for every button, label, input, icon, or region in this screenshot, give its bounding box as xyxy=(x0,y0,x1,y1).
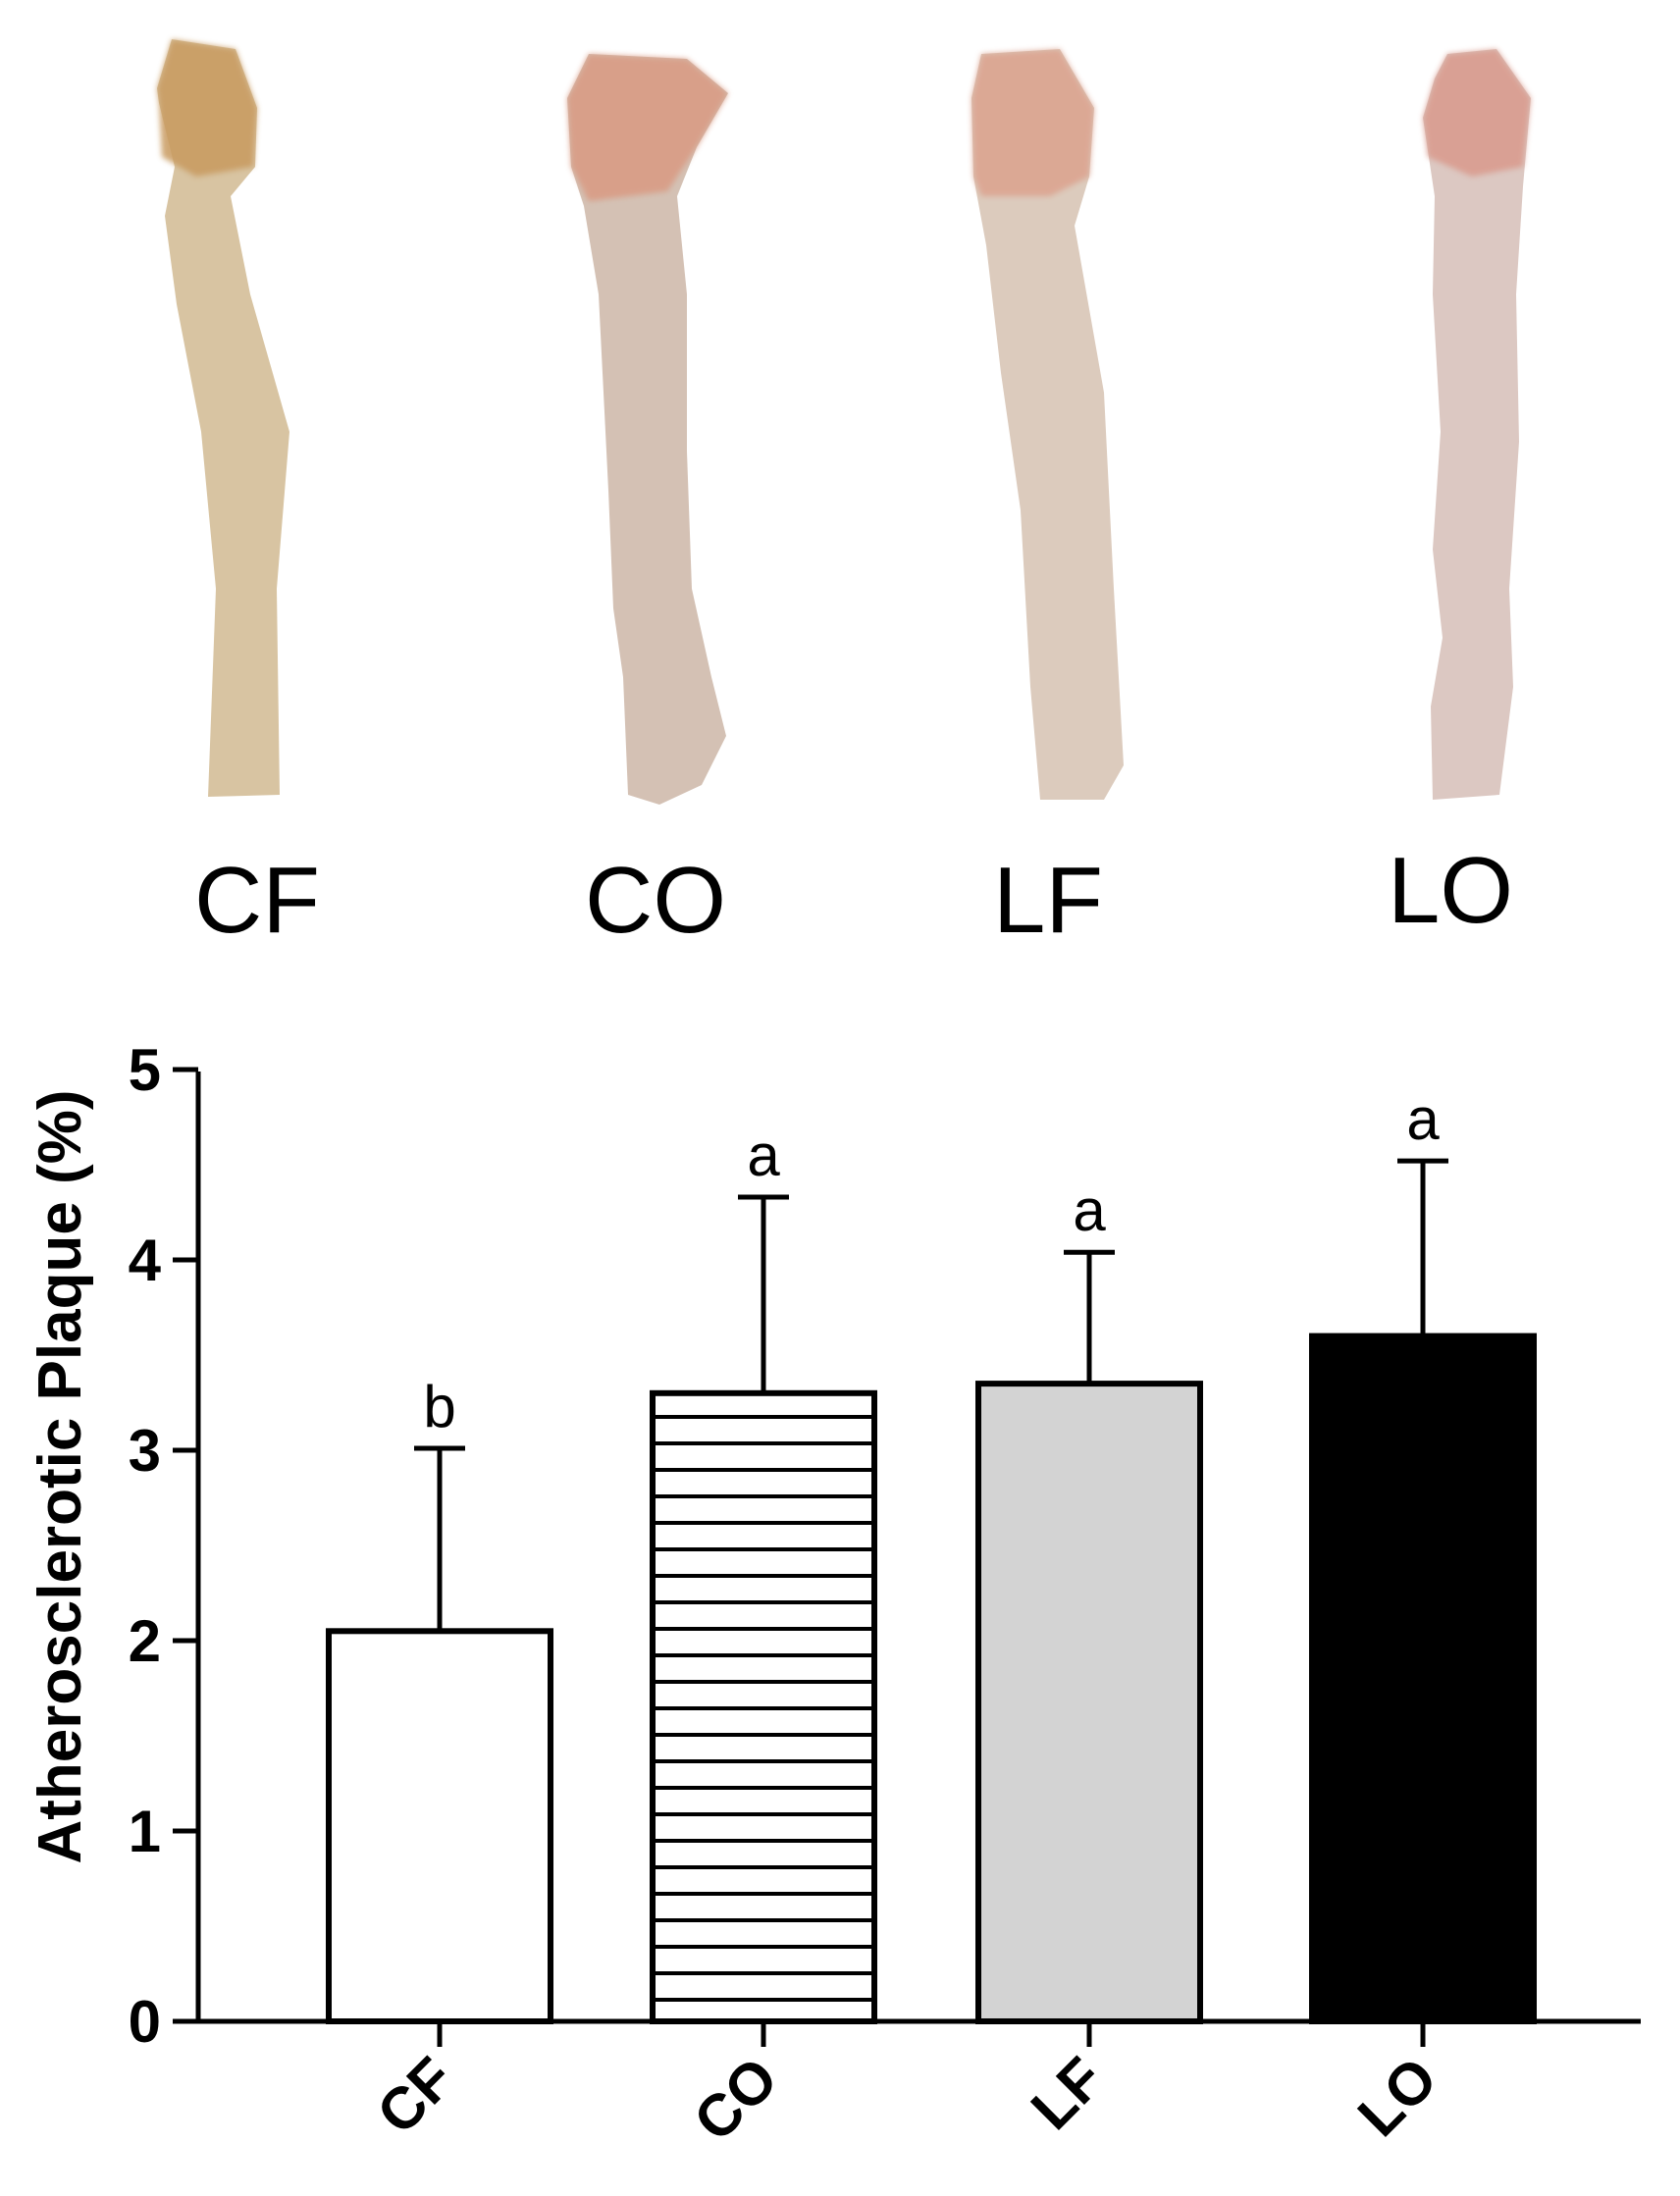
significance-label-lo: a xyxy=(1406,1086,1440,1152)
y-tick-label-0: 0 xyxy=(129,1989,161,2055)
bar-cf xyxy=(326,1628,553,2025)
bar-co xyxy=(650,1389,877,2025)
significance-label-co: a xyxy=(747,1123,780,1188)
y-tick-label-4: 4 xyxy=(129,1228,162,1293)
photo-label-cf: CF xyxy=(194,848,320,953)
bar-chart: Atherosclerotic Plaque (%) b a a a 0 1 2 3 4 5 C… xyxy=(26,1037,1641,2154)
specimen-photo-co xyxy=(567,54,728,805)
x-tick-label-co: CO xyxy=(681,2045,790,2154)
significance-label-lf: a xyxy=(1073,1177,1106,1243)
x-ticks: CF CO LF LO xyxy=(364,2021,1449,2154)
photo-label-co: CO xyxy=(585,848,726,953)
photo-label-lo: LO xyxy=(1388,838,1513,943)
x-tick-label-lo: LO xyxy=(1345,2045,1449,2149)
bars xyxy=(326,1333,1537,2025)
bar-lf xyxy=(975,1381,1203,2024)
photo-panel: CF CO LF LO xyxy=(157,39,1531,953)
error-bars xyxy=(414,1158,1448,1632)
x-tick-label-cf: CF xyxy=(364,2045,466,2147)
photo-label-lf: LF xyxy=(993,848,1103,953)
y-tick-label-3: 3 xyxy=(129,1418,161,1484)
y-tick-label-5: 5 xyxy=(129,1037,161,1103)
bar-lo xyxy=(1309,1333,1537,2024)
y-tick-label-2: 2 xyxy=(129,1608,161,1674)
specimen-photo-cf xyxy=(157,39,289,797)
significance-label-cf: b xyxy=(423,1374,455,1439)
y-tick-label-1: 1 xyxy=(129,1799,161,1864)
specimen-photo-lo xyxy=(1423,49,1531,800)
y-ticks: 0 1 2 3 4 5 xyxy=(129,1037,198,2055)
significance-labels: b a a a xyxy=(423,1086,1440,1439)
specimen-photo-lf xyxy=(971,49,1124,800)
x-tick-label-lf: LF xyxy=(1019,2045,1116,2142)
y-axis-title: Atherosclerotic Plaque (%) xyxy=(26,1090,94,1864)
